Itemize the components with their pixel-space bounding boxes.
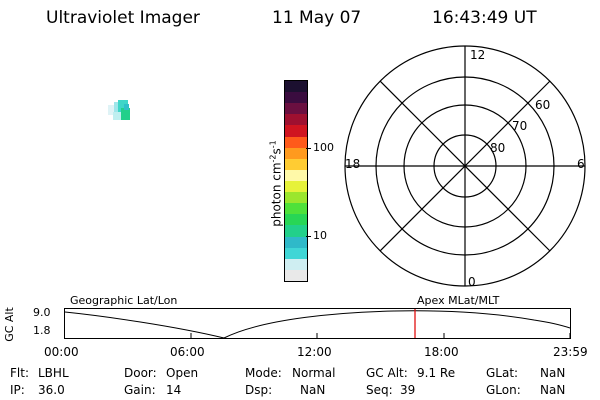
- door-value: Open: [166, 366, 199, 380]
- glon-label: GLon:: [486, 383, 521, 397]
- colorbar-swatch-6: [285, 203, 307, 215]
- timeline-ticks: [64, 333, 571, 339]
- date-label: 11 May 07: [272, 8, 362, 28]
- colorbar-swatch-9: [285, 169, 307, 182]
- glat-value: NaN: [540, 366, 566, 380]
- colorbar-swatch-10: [285, 158, 307, 170]
- uv-emission-blob: [108, 100, 130, 120]
- colorbar-unit-label: photon cm-2s-1: [269, 104, 284, 264]
- gain-label: Gain:: [124, 383, 156, 397]
- polar-ring-label-80: 80: [490, 141, 505, 155]
- colorbar-swatch-3: [285, 236, 307, 248]
- instrument-title: Ultraviolet Imager: [46, 8, 200, 28]
- door-label: Door:: [124, 366, 157, 380]
- gain-value: 14: [166, 383, 182, 397]
- altitude-curve: [64, 310, 571, 339]
- timeline-y-bottom: 1.8: [33, 324, 51, 337]
- colorbar-swatch-2: [285, 247, 307, 259]
- unit-base: photon cm: [269, 162, 284, 227]
- colorbar-swatch-4: [285, 225, 307, 237]
- polar-label-12: 12: [470, 48, 485, 62]
- flt-label: Flt:: [10, 366, 29, 380]
- uv-image-area: [108, 100, 130, 120]
- timeline-left-caption: Geographic Lat/Lon: [70, 294, 178, 307]
- polar-ring-label-70: 70: [512, 119, 527, 133]
- colorbar-tick-10: 10: [313, 229, 327, 242]
- seq-label: Seq:: [366, 383, 393, 397]
- timeline-axis-label: GC Alt: [2, 307, 16, 342]
- timeline-tick-1200: 12:00: [297, 345, 332, 359]
- timeline-tick-2359: 23:59: [553, 345, 588, 359]
- colorbar-swatch-12: [285, 136, 307, 148]
- colorbar-swatch-15: [285, 103, 307, 115]
- polar-plot: 12 0 18 6 60 70 80: [344, 45, 586, 289]
- seq-value: 39: [400, 383, 416, 397]
- colorbar-swatch-5: [285, 214, 307, 226]
- colorbar-tick-mark-low: [306, 236, 311, 237]
- unit-exp-2: -1: [268, 140, 278, 149]
- colorbar-tick-100: 100: [313, 141, 334, 154]
- colorbar-swatch-16: [285, 92, 307, 104]
- polar-diagonal-2: [379, 80, 551, 252]
- colorbar-swatch-14: [285, 114, 307, 126]
- colorbar-swatch-7: [285, 192, 307, 204]
- colorbar-swatch-1: [285, 258, 307, 270]
- timeline-tick-0000: 00:00: [44, 345, 79, 359]
- unit-exp-1: -2: [268, 154, 278, 163]
- dsp-label: Dsp:: [245, 383, 273, 397]
- unit-mid: s: [269, 148, 284, 155]
- polar-label-6: 6: [577, 157, 585, 171]
- mode-label: Mode:: [245, 366, 282, 380]
- timeline-tick-0600: 06:00: [170, 345, 205, 359]
- colorbar-swatch-13: [285, 125, 307, 137]
- flt-value: LBHL: [38, 366, 69, 380]
- colorbar-swatch-0: [285, 269, 307, 281]
- colorbar-tick-mark-high: [306, 148, 311, 149]
- gcalt-label: GC Alt:: [366, 366, 408, 380]
- gcalt-value: 9.1 Re: [417, 366, 456, 380]
- glon-value: NaN: [540, 383, 566, 397]
- timeline-tick-1800: 18:00: [424, 345, 459, 359]
- timeline-right-caption: Apex MLat/MLT: [417, 294, 500, 307]
- polar-label-18: 18: [345, 157, 360, 171]
- ip-value: 36.0: [38, 383, 65, 397]
- polar-ring-label-60: 60: [535, 98, 550, 112]
- polar-label-0: 0: [468, 275, 476, 289]
- glat-label: GLat:: [486, 366, 519, 380]
- timeline-y-top: 9.0: [33, 306, 51, 319]
- time-label: 16:43:49 UT: [432, 8, 537, 28]
- colorbar-swatch-11: [285, 147, 307, 159]
- ip-label: IP:: [10, 383, 25, 397]
- colorbar-swatch-17: [285, 81, 307, 93]
- colorbar-swatch-8: [285, 181, 307, 193]
- dsp-value: NaN: [300, 383, 326, 397]
- timeline-plot: [64, 308, 571, 339]
- colorbar: [284, 80, 308, 282]
- mode-value: Normal: [292, 366, 336, 380]
